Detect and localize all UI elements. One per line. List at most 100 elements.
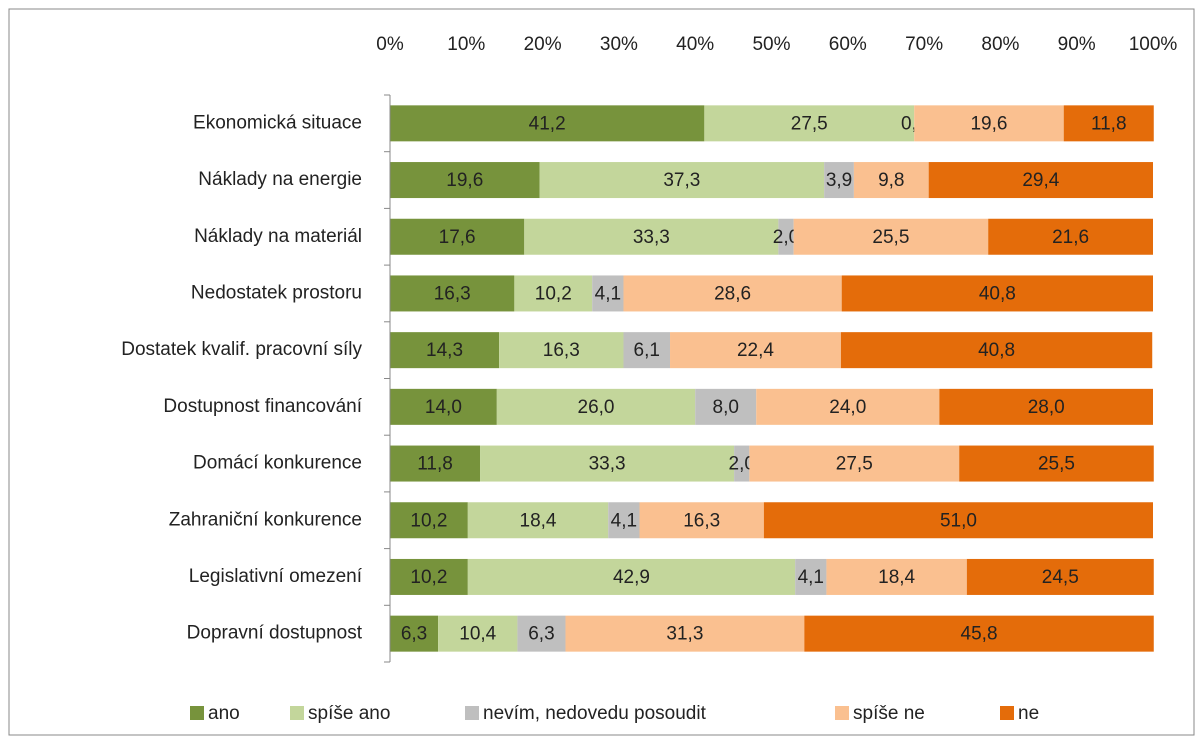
legend-swatch [290,706,304,720]
data-label: 10,2 [410,510,447,531]
bar-segment [853,162,929,199]
bar-segment [390,445,481,482]
bar-segment [438,615,518,652]
data-label: 11,8 [1091,113,1127,134]
legend-label: ne [1018,703,1039,724]
y-tick-label: Náklady na materiál [194,226,362,247]
bar-segment [517,615,566,652]
bar-segment [804,615,1154,652]
data-label: 33,3 [589,454,626,475]
bar-segment [734,445,750,482]
data-label: 24,0 [829,397,866,418]
data-label: 4,1 [611,510,637,531]
x-tick-label: 40% [676,34,714,55]
x-tick-label: 70% [905,34,943,55]
data-label: 18,4 [520,510,557,531]
bar-segment [390,332,500,369]
data-label: 16,3 [434,283,471,304]
bar-segment [390,275,515,312]
data-label: 41,2 [529,113,566,134]
bar-segment [390,558,468,595]
bar-segment [467,502,609,539]
bar-segment [592,275,624,312]
legend-swatch [465,706,479,720]
bar-segment [524,218,779,255]
data-label: 21,6 [1052,227,1089,248]
data-label: 26,0 [578,397,615,418]
bar-segment [695,388,757,425]
data-label: 16,3 [543,340,580,361]
bar-segment [704,105,915,142]
bar-segment [841,275,1153,312]
bar-segment [914,105,1064,142]
x-tick-label: 0% [376,34,404,55]
x-tick-label: 80% [981,34,1019,55]
legend-label: ano [208,703,240,724]
data-label: 27,5 [836,454,873,475]
bar-segment [756,388,940,425]
x-tick-label: 100% [1129,34,1178,55]
data-label: 6,3 [528,624,554,645]
data-label: 33,3 [633,227,670,248]
data-label: 16,3 [683,510,720,531]
data-label: 14,0 [425,397,462,418]
bar-segment [795,558,827,595]
data-label: 24,5 [1042,567,1079,588]
data-label: 17,6 [439,227,476,248]
bar-segment [499,332,624,369]
y-tick-label: Dostupnost financování [163,396,362,417]
data-label: 2,0 [729,454,755,475]
bar-segment [390,218,525,255]
bar-segment [988,218,1153,255]
data-label: 40,8 [978,340,1015,361]
data-label: 22,4 [737,340,774,361]
data-label: 10,4 [459,624,496,645]
bar-segment [763,502,1153,539]
data-label: 45,8 [961,624,998,645]
bar-segment [639,502,764,539]
data-label: 25,5 [872,227,909,248]
bar-segment [514,275,593,312]
data-label: 19,6 [970,113,1007,134]
legend-label: spíše ano [308,703,390,724]
data-label: 8,0 [713,397,739,418]
bar-segment [826,558,967,595]
data-label: 27,5 [791,113,828,134]
bar-segment [390,105,705,142]
data-label: 29,4 [1022,170,1059,191]
bar-segment [496,388,696,425]
data-label: 42,9 [613,567,650,588]
bar-segment [939,388,1153,425]
bar-segment [966,558,1154,595]
bar-segment [793,218,989,255]
bar-segment [670,332,841,369]
data-label: 2,0 [773,227,799,248]
y-tick-label: Dostatek kvalif. pracovní síly [121,339,362,360]
data-label: 28,0 [1028,397,1065,418]
bar-segment [390,502,468,539]
data-label: 6,1 [634,340,660,361]
legend-swatch [190,706,204,720]
data-label: 14,3 [426,340,463,361]
x-tick-label: 30% [600,34,638,55]
x-tick-label: 20% [524,34,562,55]
data-label: 18,4 [878,567,915,588]
data-label: 4,1 [798,567,824,588]
bar-segment [390,615,439,652]
y-tick-label: Domácí konkurence [193,453,362,474]
bar-segment [928,162,1153,199]
data-label: 11,8 [417,454,453,475]
data-label: 31,3 [666,624,703,645]
data-label: 51,0 [940,510,977,531]
data-label: 37,3 [663,170,700,191]
bar-segment [778,218,794,255]
bar-segment [608,502,640,539]
bar-segment [623,275,842,312]
data-label: 28,6 [714,283,751,304]
bar-segment [467,558,796,595]
data-label: 19,6 [446,170,483,191]
data-label: 4,1 [595,283,621,304]
legend-swatch [835,706,849,720]
bar-segment [565,615,805,652]
